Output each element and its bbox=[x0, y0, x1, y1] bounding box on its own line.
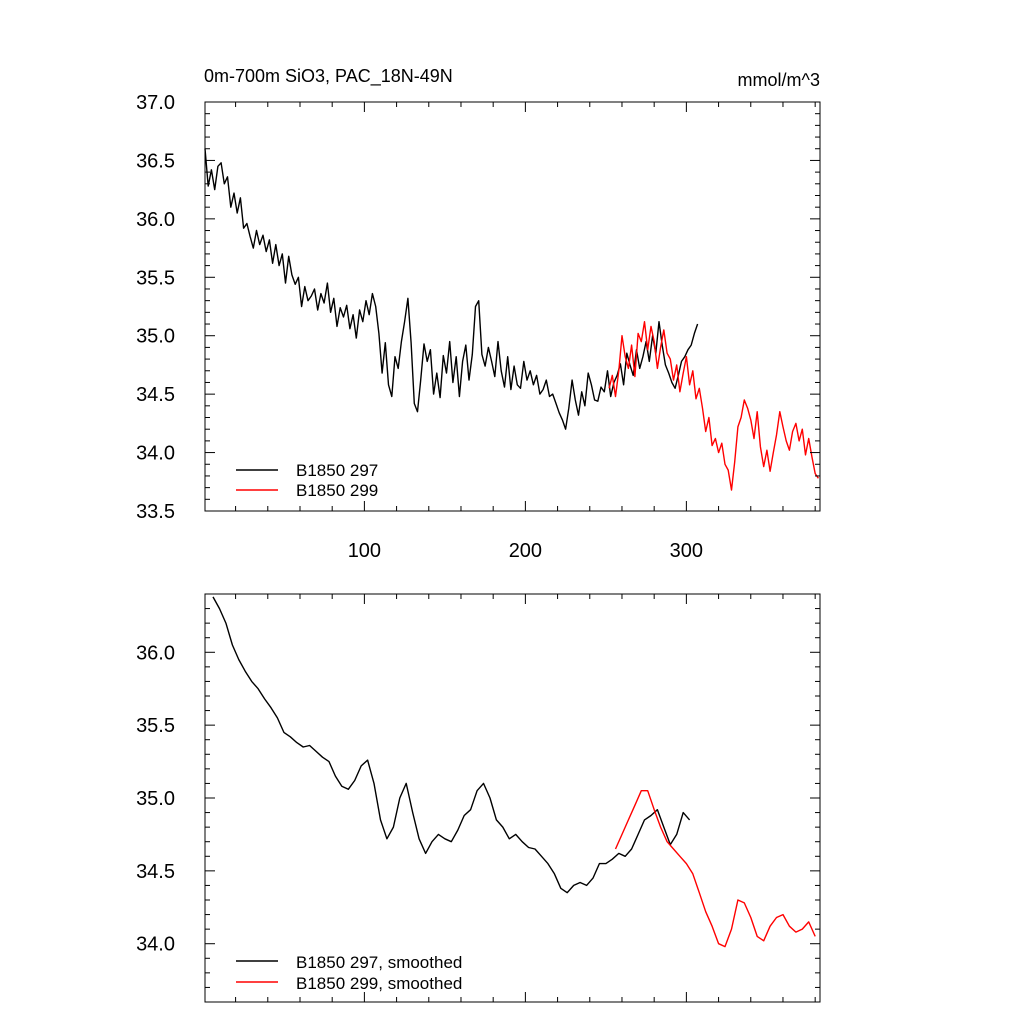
chart-title: 0m-700m SiO3, PAC_18N-49N bbox=[204, 66, 453, 87]
y-tick-label: 36.5 bbox=[136, 150, 175, 172]
y-tick-label: 34.0 bbox=[136, 934, 175, 956]
y-tick-label: 35.0 bbox=[136, 326, 175, 348]
legend-label-b1850-299-smoothed: B1850 299, smoothed bbox=[296, 974, 462, 993]
series-line-b1850-299 bbox=[608, 321, 819, 491]
bottom-panel: 34.0 34.5 35.0 35.5 36.0 B1850 297, smoothed… bbox=[136, 593, 821, 1003]
y-tick-label: 36.0 bbox=[136, 209, 175, 231]
x-tick-label: 200 bbox=[509, 540, 542, 562]
top-legend: B1850 297 B1850 299 bbox=[236, 461, 378, 500]
series-line-b1850-297 bbox=[204, 148, 699, 430]
legend-label-b1850-297: B1850 297 bbox=[296, 461, 378, 480]
y-tick-label: 33.5 bbox=[136, 501, 175, 523]
top-panel: 0m-700m SiO3, PAC_18N-49N mmol/m^3 33.53… bbox=[136, 66, 821, 562]
y-tick-label: 35.0 bbox=[136, 788, 175, 810]
x-tick-label: 300 bbox=[670, 540, 703, 562]
x-tick-label: 100 bbox=[348, 540, 381, 562]
y-tick-label: 34.5 bbox=[136, 861, 175, 883]
y-tick-label: 36.0 bbox=[136, 642, 175, 664]
top-axis-ticks: 33.5 34.0 34.5 35.0 35.5 36.0 36.5 37.0 100 200 30… bbox=[136, 92, 820, 562]
bottom-axis-ticks: 34.0 34.5 35.0 35.5 36.0 bbox=[136, 593, 820, 1003]
y-tick-label: 34.5 bbox=[136, 384, 175, 406]
y-tick-label: 35.5 bbox=[136, 267, 175, 289]
top-axes-frame bbox=[204, 101, 821, 512]
series-line-b1850-299-smoothed bbox=[614, 790, 816, 948]
y-tick-label: 35.5 bbox=[136, 715, 175, 737]
legend-label-b1850-299: B1850 299 bbox=[296, 481, 378, 500]
legend-label-b1850-297-smoothed: B1850 297, smoothed bbox=[296, 953, 462, 972]
y-tick-label: 37.0 bbox=[136, 92, 175, 114]
series-line-b1850-297-smoothed bbox=[212, 596, 691, 894]
bottom-plot-area bbox=[212, 596, 816, 948]
top-plot-area bbox=[204, 148, 819, 491]
bottom-legend: B1850 297, smoothed B1850 299, smoothed bbox=[236, 953, 462, 993]
units-label: mmol/m^3 bbox=[738, 70, 820, 90]
y-tick-label: 34.0 bbox=[136, 443, 175, 465]
